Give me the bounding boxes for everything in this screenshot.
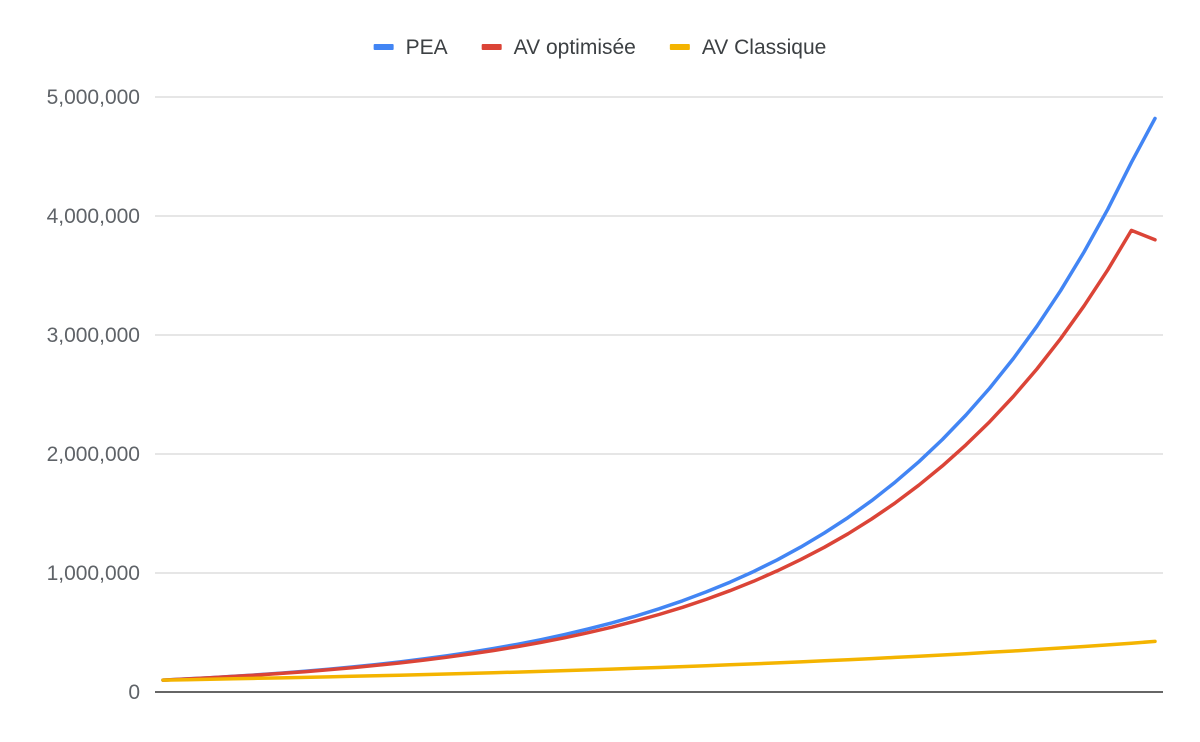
series-group <box>161 116 1157 682</box>
legend-label: AV optimisée <box>514 36 636 59</box>
y-tick-label: 3,000,000 <box>47 324 140 347</box>
legend-label: AV Classique <box>702 36 827 59</box>
y-tick-label: 4,000,000 <box>47 205 140 228</box>
legend: PEA AV optimisée AV Classique <box>373 36 827 59</box>
legend-label: PEA <box>406 36 448 59</box>
y-axis-ticks: 0 1,000,000 2,000,000 3,000,000 4,000,000 5,0… <box>47 86 140 704</box>
y-tick-label: 5,000,000 <box>47 86 140 109</box>
legend-swatch <box>481 44 502 50</box>
y-tick-label: 2,000,000 <box>47 443 140 466</box>
y-tick-label: 0 <box>128 681 140 704</box>
series-line-1 <box>161 228 1157 682</box>
legend-swatch <box>373 44 394 50</box>
series-line-0 <box>161 116 1157 682</box>
legend-swatch <box>669 44 690 50</box>
legend-item-0: PEA <box>373 36 448 59</box>
legend-item-2: AV Classique <box>669 36 827 59</box>
y-tick-label: 1,000,000 <box>47 562 140 585</box>
series-line-2 <box>161 639 1157 682</box>
gridlines <box>155 96 1163 574</box>
legend-item-1: AV optimisée <box>481 36 636 59</box>
